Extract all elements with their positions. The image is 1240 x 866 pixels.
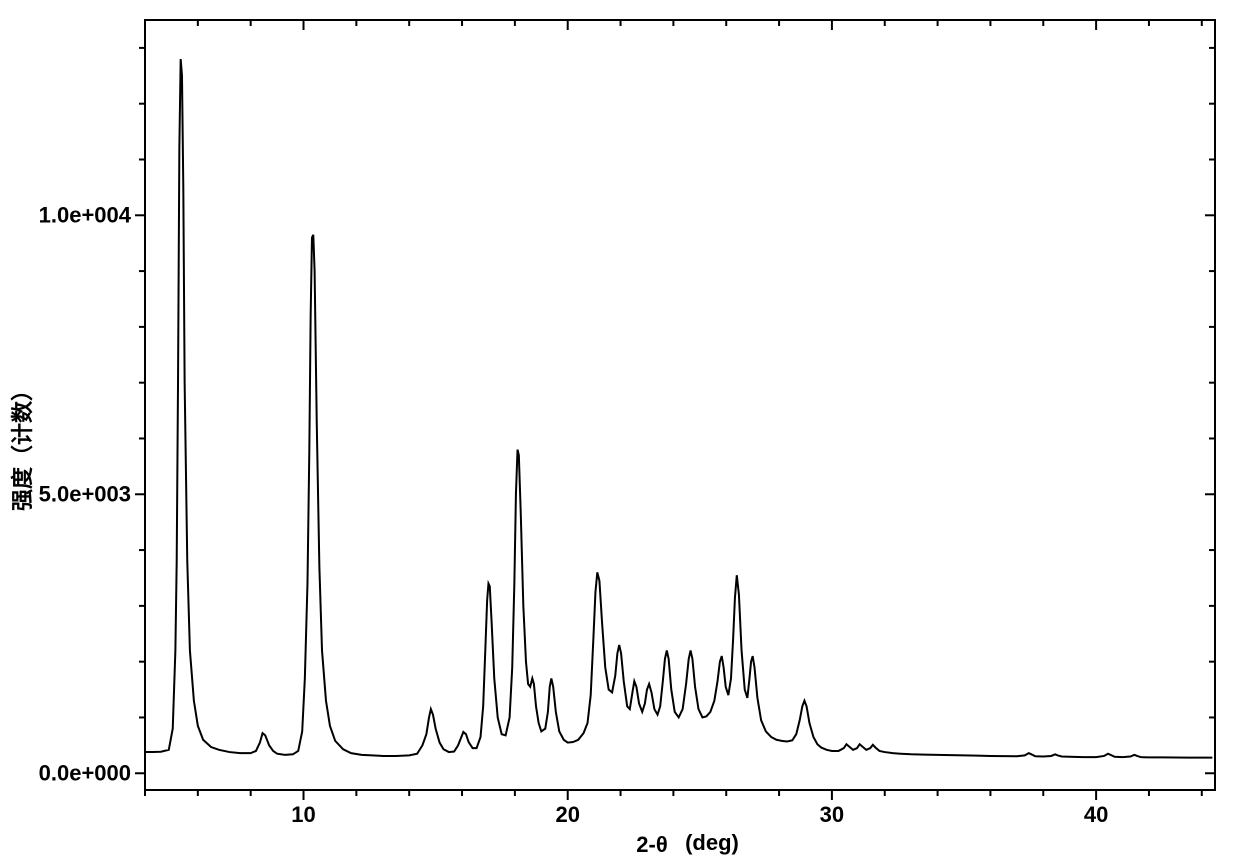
xrd-chart-svg: 10 20 30 40 0.0e+000 5.0e+003 1.0e+004 2-θ (deg)… xyxy=(0,0,1240,866)
xrd-chart-container: 10 20 30 40 0.0e+000 5.0e+003 1.0e+004 2-θ (deg)… xyxy=(0,0,1240,866)
y-tick-label: 0.0e+000 xyxy=(39,760,131,785)
y-axis-label: 强度（计数） xyxy=(10,379,35,511)
y-tick-label: 5.0e+003 xyxy=(39,481,131,506)
x-axis-label-suffix: (deg) xyxy=(685,830,739,855)
x-tick-label: 40 xyxy=(1084,802,1108,827)
x-tick-label: 20 xyxy=(555,802,579,827)
x-tick-label: 30 xyxy=(820,802,844,827)
xrd-data-line xyxy=(145,59,1212,758)
x-axis-label: 2-θ xyxy=(636,832,667,857)
x-tick-label: 10 xyxy=(291,802,315,827)
x-axis-label-group: 2-θ (deg) xyxy=(636,830,739,857)
y-tick-label: 1.0e+004 xyxy=(39,202,132,227)
